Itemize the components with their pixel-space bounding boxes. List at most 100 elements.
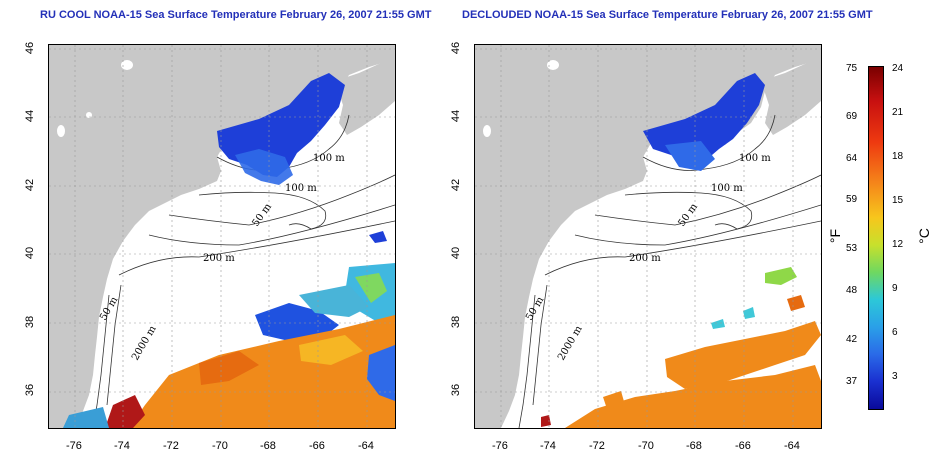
colorbar-f-tick: 53 xyxy=(846,243,858,254)
warm-water-mass xyxy=(665,321,821,389)
x-tick-label: -64 xyxy=(358,440,374,452)
warm-water-mass xyxy=(63,407,109,428)
y-tick-label: 38 xyxy=(450,315,463,329)
colorbar-c-tick: 21 xyxy=(892,107,904,118)
contour-label-200m: 200 m xyxy=(629,253,661,264)
colorbar-f-tick: 37 xyxy=(846,376,858,387)
cold-water-patch xyxy=(665,141,715,171)
grid-lines xyxy=(475,45,821,428)
x-tick-label: -70 xyxy=(212,440,228,452)
y-tick-label: 36 xyxy=(24,383,37,397)
colorbar-f-tick: 75 xyxy=(846,63,858,74)
x-tick-label: -70 xyxy=(638,440,654,452)
y-tick-label: 38 xyxy=(24,315,37,329)
lake xyxy=(121,60,133,70)
contour-label-2000m: 2000 m xyxy=(130,324,159,363)
x-tick-label: -64 xyxy=(784,440,800,452)
x-tick-label: -72 xyxy=(163,440,179,452)
warm-water-mass xyxy=(199,351,259,385)
x-tick-label: -66 xyxy=(735,440,751,452)
y-tick-label: 42 xyxy=(450,178,463,192)
lake xyxy=(57,125,65,137)
contour-2000m xyxy=(118,220,395,276)
colorbar-c-tick: 12 xyxy=(892,239,904,250)
contour-label-100m: 100 m xyxy=(739,153,771,164)
x-tick-label: -76 xyxy=(492,440,508,452)
x-tick-label: -74 xyxy=(540,440,556,452)
contour-50m xyxy=(532,284,548,406)
colorbar xyxy=(868,66,884,410)
x-tick-label: -68 xyxy=(260,440,276,452)
y-tick-label: 40 xyxy=(24,246,37,260)
y-tick-label: 46 xyxy=(450,41,463,55)
warm-water-mass xyxy=(105,395,145,428)
lake xyxy=(483,125,491,137)
nova-scotia-land xyxy=(761,57,821,135)
contour-100m xyxy=(624,191,753,230)
x-tick-label: -72 xyxy=(589,440,605,452)
x-tick-label: -66 xyxy=(309,440,325,452)
contour-200m xyxy=(148,204,395,246)
contour-100m xyxy=(642,114,776,171)
valid-sst-patch xyxy=(743,307,755,319)
x-tick-label: -74 xyxy=(114,440,130,452)
raw-sst-map-graphic: 100 m 100 m 50 m 200 m 50 m 2000 m xyxy=(49,45,395,428)
valid-sst-patch xyxy=(765,267,797,285)
cold-water-patch xyxy=(217,73,345,177)
contour-label-100m: 100 m xyxy=(313,153,345,164)
colorbar-c-tick: 24 xyxy=(892,63,904,74)
contour-200m xyxy=(574,204,821,246)
warm-water-mass xyxy=(367,345,395,401)
declouded-sst-map: 100 m 100 m 50 m 200 m 50 m 2000 m xyxy=(474,44,822,429)
y-tick-label: 40 xyxy=(450,246,463,260)
contour-label-50m: 50 m xyxy=(676,201,700,229)
cold-water-patch xyxy=(235,149,293,185)
contour-label-50m: 50 m xyxy=(250,201,274,229)
colorbar-c-tick: 15 xyxy=(892,195,904,206)
cloud-mixed-area xyxy=(355,273,387,303)
lake xyxy=(86,112,92,118)
grid-lines xyxy=(49,45,395,428)
warm-water-mass xyxy=(603,391,625,409)
nova-scotia-land xyxy=(335,57,395,135)
land-mass xyxy=(475,45,821,428)
colorbar-f-tick: 42 xyxy=(846,334,858,345)
right-map-title: DECLOUDED NOAA-15 Sea Surface Temperatur… xyxy=(462,9,873,21)
contour-200m xyxy=(168,174,395,226)
cold-water-patch xyxy=(643,73,765,163)
colorbar-f-tick: 64 xyxy=(846,153,858,164)
fahrenheit-unit-label: °F xyxy=(827,228,844,244)
contour-label-100m: 100 m xyxy=(711,183,743,194)
cold-water-patch xyxy=(369,231,387,243)
y-tick-label: 46 xyxy=(24,41,37,55)
raw-sst-map: 100 m 100 m 50 m 200 m 50 m 2000 m xyxy=(48,44,396,429)
colorbar-f-tick: 69 xyxy=(846,111,858,122)
contour-100m xyxy=(198,191,327,230)
lake xyxy=(547,60,559,70)
contour-label-100m: 100 m xyxy=(285,183,317,194)
left-map-title: RU COOL NOAA-15 Sea Surface Temperature … xyxy=(40,9,432,21)
x-tick-label: -76 xyxy=(66,440,82,452)
declouded-sst-map-graphic: 100 m 100 m 50 m 200 m 50 m 2000 m xyxy=(475,45,821,428)
warm-water-mass xyxy=(541,415,551,427)
contour-2000m xyxy=(518,294,536,428)
contour-label-2000m: 2000 m xyxy=(556,324,585,363)
colorbar-c-tick: 6 xyxy=(892,327,898,338)
land-mass xyxy=(49,45,395,428)
warm-water-mass xyxy=(299,335,363,365)
y-tick-label: 44 xyxy=(450,109,463,123)
colorbar-f-tick: 48 xyxy=(846,285,858,296)
contour-200m xyxy=(594,174,821,226)
colorbar-f-tick: 59 xyxy=(846,194,858,205)
x-tick-label: -68 xyxy=(686,440,702,452)
colorbar-c-tick: 9 xyxy=(892,283,898,294)
colorbar-c-tick: 3 xyxy=(892,371,898,382)
warm-water-mass xyxy=(565,365,821,428)
celsius-unit-label: °C xyxy=(915,228,932,244)
y-tick-label: 42 xyxy=(24,178,37,192)
contour-label-200m: 200 m xyxy=(203,253,235,264)
contour-2000m xyxy=(544,220,821,276)
y-tick-label: 36 xyxy=(450,383,463,397)
cloud-mixed-area xyxy=(299,285,369,317)
contour-50m xyxy=(106,284,122,406)
